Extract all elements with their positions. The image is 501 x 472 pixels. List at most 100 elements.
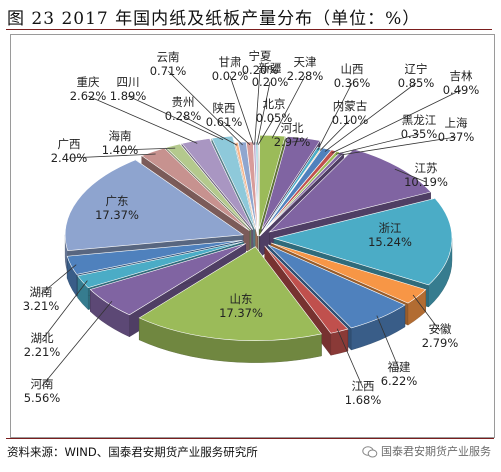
slice-name-label: 宁夏: [249, 49, 272, 63]
leader-line-黑龙江: [335, 133, 420, 155]
wechat-icon: [362, 446, 378, 458]
slice-name-label: 浙江: [379, 221, 402, 235]
slice-value-label: 0.71%: [150, 64, 187, 78]
pie-slice-河北: [261, 136, 321, 230]
leader-line-天津: [271, 75, 306, 139]
pie-slice-湖南: [66, 240, 243, 275]
slice-value-label: 15.24%: [368, 235, 412, 249]
slice-name-label: 河南: [31, 377, 54, 391]
slice-name-label: 福建: [388, 360, 411, 374]
slice-name-label: 海南: [109, 129, 132, 143]
slice-value-label: 1.68%: [345, 393, 382, 407]
leader-line-云南: [167, 70, 243, 146]
slice-value-label: 2.97%: [274, 135, 311, 149]
slice-name-label: 安徽: [429, 322, 452, 336]
slice-name-label: 内蒙古: [333, 99, 368, 113]
slice-name-label: 江苏: [415, 161, 438, 175]
slice-name-label: 四川: [117, 75, 140, 89]
leader-line-陕西: [223, 121, 251, 146]
leader-line-内蒙古: [319, 119, 351, 151]
pie-slice-天津: [258, 134, 286, 230]
leader-line-广西: [68, 153, 156, 159]
pie-slice-新疆: [255, 141, 259, 236]
pie-slice-海南: [165, 143, 252, 231]
slice-value-label: 0.02%: [212, 69, 249, 83]
leader-line-湖北: [41, 280, 88, 341]
leader-line-山西: [317, 82, 353, 151]
leader-line-四川: [127, 95, 224, 141]
leader-line-江西: [336, 328, 364, 389]
pie-slice-湖北: [77, 241, 244, 289]
leader-line-江苏: [394, 168, 427, 183]
leader-line-贵州: [182, 115, 238, 146]
pie-tops: [64, 134, 453, 341]
slice-value-label: 0.85%: [398, 76, 435, 90]
leader-line-海南: [119, 147, 176, 151]
slice-value-label: 0.49%: [443, 83, 480, 97]
slice-name-label: 江西: [352, 379, 375, 393]
slice-name-label: 山西: [341, 62, 364, 76]
chart-title: 图 23 2017 年国内纸及纸板产量分布（单位：%）: [7, 9, 421, 29]
leader-line-安徽: [412, 294, 441, 332]
pie-slice-山东: [138, 246, 322, 341]
slice-name-label: 天津: [294, 55, 317, 69]
slice-name-label: 甘肃: [219, 55, 242, 69]
title-divider: [6, 29, 492, 30]
slice-value-label: 2.62%: [70, 89, 107, 103]
slice-value-label: 6.22%: [381, 374, 418, 388]
slice-value-label: 2.40%: [51, 151, 88, 165]
source-note: 资料来源：WIND、国泰君安期货产业服务研究所: [7, 445, 258, 459]
leader-line-吉林: [331, 89, 462, 154]
slice-value-label: 17.37%: [219, 306, 263, 320]
slice-value-label: 2.79%: [422, 336, 459, 350]
watermark-text: 国泰君安期货产业服务: [381, 445, 491, 458]
slice-value-label: 0.20%: [242, 63, 279, 77]
pie-slice-广东: [64, 159, 244, 251]
slice-name-label: 广东: [106, 194, 129, 208]
leader-lines: [40, 69, 462, 389]
slice-value-label: 2.21%: [24, 345, 61, 359]
leader-line-辽宁: [324, 82, 417, 152]
slice-name-label: 陕西: [213, 101, 236, 115]
source-divider: [6, 438, 494, 439]
slice-value-label: 0.20%: [252, 75, 289, 89]
leader-line-上海: [339, 136, 457, 156]
slice-name-label: 河北: [281, 121, 304, 135]
watermark: 国泰君安期货产业服务: [362, 443, 491, 459]
slice-value-label: 3.21%: [23, 299, 60, 313]
slice-name-label: 新疆: [259, 61, 282, 75]
slice-name-label: 吉林: [450, 69, 473, 83]
slice-labels: 北京0.05%天津2.28%河北2.97%山西0.36%内蒙古0.10%辽宁0.…: [23, 49, 480, 407]
pie-slice-福建: [267, 244, 406, 329]
slice-name-label: 黑龙江: [402, 113, 437, 127]
slice-name-label: 湖南: [30, 285, 53, 299]
slice-value-label: 1.89%: [110, 89, 147, 103]
slice-value-label: 0.10%: [332, 113, 369, 127]
pie-slice-江苏: [268, 148, 432, 233]
slice-name-label: 辽宁: [405, 62, 428, 76]
pie-slice-浙江: [272, 198, 453, 286]
leader-line-湖南: [40, 264, 77, 295]
slice-value-label: 0.35%: [401, 127, 438, 141]
leader-line-重庆: [87, 95, 198, 144]
leader-line-河北: [291, 140, 303, 143]
slice-value-label: 0.36%: [334, 76, 371, 90]
leader-line-福建: [376, 315, 400, 370]
pie-slice-河南: [89, 243, 246, 316]
slice-name-label: 贵州: [172, 95, 195, 109]
slice-name-label: 上海: [445, 116, 468, 130]
leader-line-甘肃: [229, 75, 254, 145]
slice-name-label: 重庆: [77, 75, 100, 89]
slice-name-label: 湖北: [31, 331, 54, 345]
slice-value-label: 1.40%: [102, 143, 139, 157]
pie-slice-广西: [141, 147, 250, 231]
slice-name-label: 云南: [157, 50, 180, 64]
pie-slice-江西: [264, 245, 349, 334]
slice-value-label: 0.37%: [438, 130, 475, 144]
slice-name-label: 广西: [58, 137, 81, 151]
slice-name-label: 北京: [263, 97, 286, 111]
pie-slice-安徽: [271, 242, 427, 304]
leader-line-河南: [41, 301, 113, 387]
